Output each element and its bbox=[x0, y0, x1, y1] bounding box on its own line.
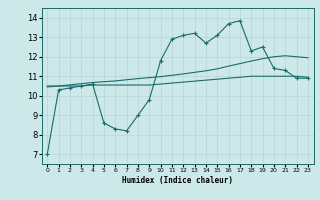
X-axis label: Humidex (Indice chaleur): Humidex (Indice chaleur) bbox=[122, 176, 233, 185]
